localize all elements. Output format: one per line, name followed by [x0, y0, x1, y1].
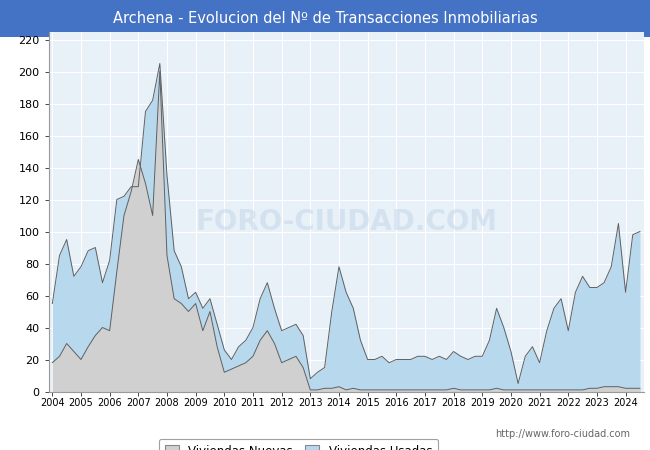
Text: http://www.foro-ciudad.com: http://www.foro-ciudad.com — [495, 429, 630, 439]
Text: FORO-CIUDAD.COM: FORO-CIUDAD.COM — [195, 208, 497, 236]
Text: Archena - Evolucion del Nº de Transacciones Inmobiliarias: Archena - Evolucion del Nº de Transaccio… — [112, 11, 538, 26]
Legend: Viviendas Nuevas, Viviendas Usadas: Viviendas Nuevas, Viviendas Usadas — [159, 439, 438, 450]
